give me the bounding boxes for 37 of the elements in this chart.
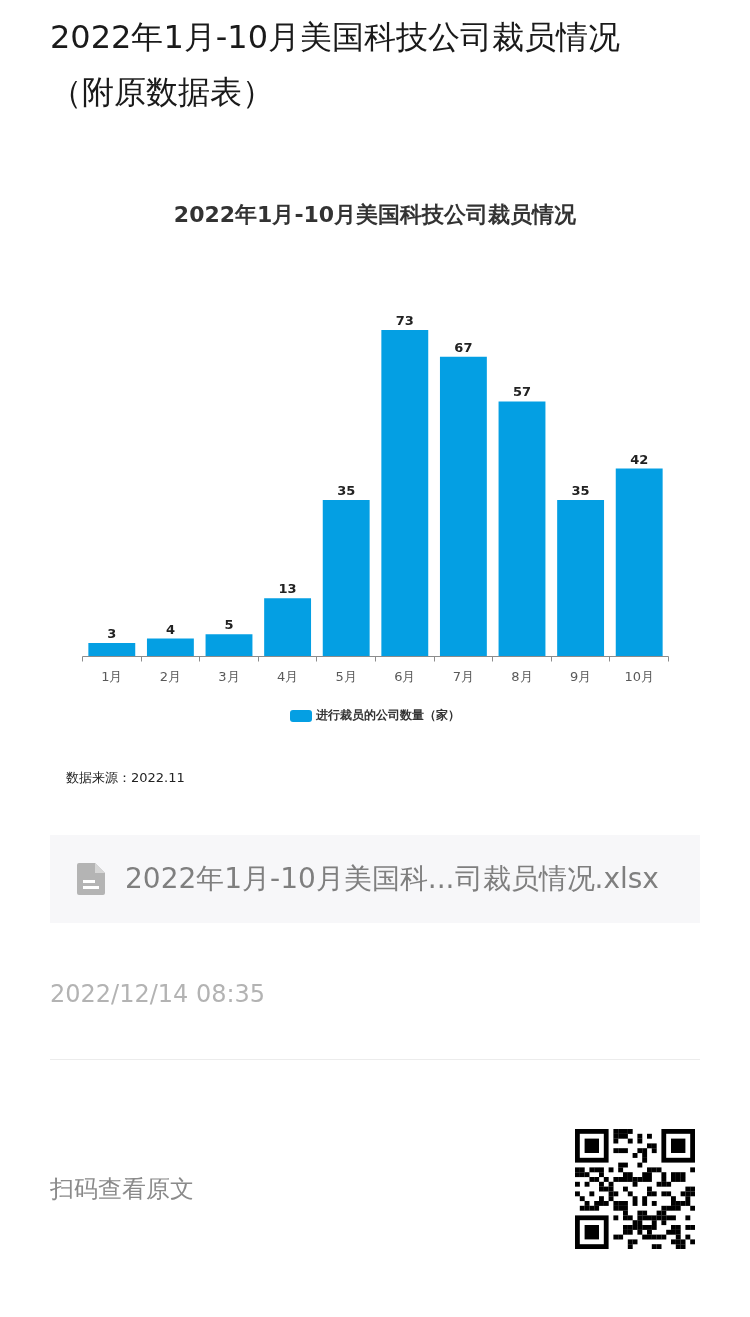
- bar: [88, 643, 136, 657]
- bar: [205, 634, 253, 657]
- legend-label: 进行裁员的公司数量（家）: [316, 707, 460, 725]
- text: 2022年1月-10月美国科技公司裁员情况（附原数据表）: [49, 17, 622, 113]
- x-tick-label: 9月: [569, 668, 592, 684]
- bar: [557, 499, 605, 657]
- data-label: 35: [337, 482, 356, 498]
- bar: [146, 638, 194, 657]
- x-tick-label: 10月: [624, 668, 654, 684]
- data-label: 57: [512, 384, 532, 400]
- x-tick-label: 4月: [276, 668, 299, 684]
- x-tick-label: 8月: [511, 668, 533, 684]
- chart-title: 2022年1月-10月美国科技公司裁员情况: [172, 201, 578, 228]
- x-tick-label: 7月: [452, 668, 475, 684]
- text: 2022年1月-10月美国科...司裁员情况.xlsx: [125, 861, 659, 897]
- x-tick-label: 1月: [101, 668, 123, 684]
- bar: [615, 468, 663, 657]
- bar: [264, 598, 312, 657]
- x-tick-label: 2月: [159, 668, 182, 684]
- text: 扫码查看原文: [50, 1174, 194, 1204]
- text: 2022/12/14 08:35: [49, 979, 267, 1009]
- data-label: 4: [165, 621, 175, 637]
- data-label: 13: [278, 581, 297, 597]
- x-tick-label: 5月: [335, 668, 357, 684]
- data-label: 35: [571, 482, 590, 498]
- data-label: 67: [454, 339, 473, 355]
- x-tick-label: 6月: [394, 668, 416, 684]
- bar: [381, 329, 429, 657]
- data-label: 42: [630, 451, 649, 467]
- source-note: 数据来源：2022.11: [65, 769, 185, 787]
- x-tick-label: 3月: [218, 668, 240, 684]
- data-label: 3: [107, 626, 117, 642]
- bar: [498, 401, 546, 657]
- bar: [439, 356, 487, 657]
- data-label: 5: [224, 617, 234, 633]
- data-label: 73: [395, 312, 414, 328]
- bar: [322, 499, 370, 657]
